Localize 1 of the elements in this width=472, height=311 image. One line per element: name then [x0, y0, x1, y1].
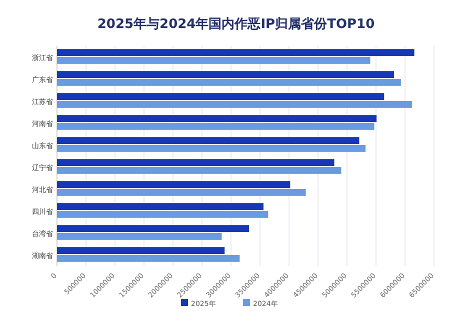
- chart-title: 2025年与2024年国内作恶IP归属省份TOP10: [97, 17, 375, 32]
